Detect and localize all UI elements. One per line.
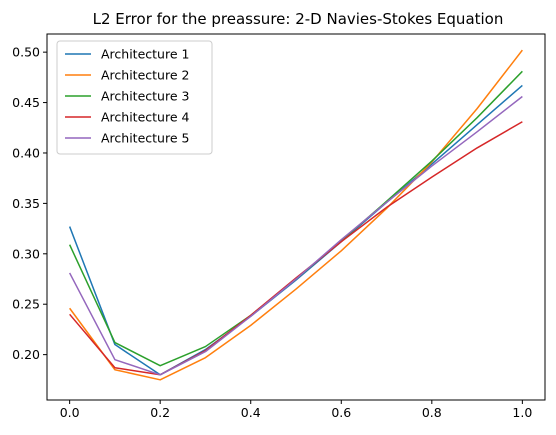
legend-label: Architecture 2 — [101, 68, 189, 83]
series-line-architecture-2 — [69, 49, 523, 381]
y-axis: 0.20 0.25 0.30 0.35 0.40 0.45 0.50 — [12, 45, 47, 362]
legend-label: Architecture 5 — [101, 131, 189, 146]
x-axis: 0.0 0.2 0.4 0.6 0.8 1.0 — [60, 400, 532, 420]
series-line-architecture-4 — [69, 121, 523, 376]
plot-frame — [46, 33, 546, 401]
legend-label: Architecture 3 — [101, 89, 189, 104]
x-tick-label: 0.4 — [241, 405, 261, 420]
legend-label: Architecture 1 — [101, 47, 189, 62]
legend-label: Architecture 4 — [101, 110, 189, 125]
y-tick-label: 0.20 — [12, 347, 40, 362]
series-line-architecture-5 — [68, 95, 523, 376]
y-tick-label: 0.45 — [12, 95, 40, 110]
x-tick-label: 0.8 — [422, 405, 442, 420]
x-tick-label: 1.0 — [512, 405, 532, 420]
legend: Architecture 1 Architecture 2 Architecture… — [56, 40, 213, 155]
x-tick-label: 0.0 — [60, 405, 80, 420]
y-tick-label: 0.35 — [12, 196, 40, 211]
chart-title: L2 Error for the preassure: 2-D Navies-S… — [93, 10, 504, 28]
y-tick-label: 0.50 — [12, 45, 40, 60]
plot-lines — [68, 49, 523, 381]
x-tick-label: 0.2 — [150, 405, 170, 420]
legend-box — [56, 40, 213, 155]
y-tick-label: 0.30 — [12, 246, 40, 261]
y-tick-label: 0.40 — [12, 145, 40, 160]
series-line-architecture-1 — [68, 84, 523, 376]
x-tick-label: 0.6 — [331, 405, 351, 420]
y-tick-label: 0.25 — [12, 297, 40, 312]
